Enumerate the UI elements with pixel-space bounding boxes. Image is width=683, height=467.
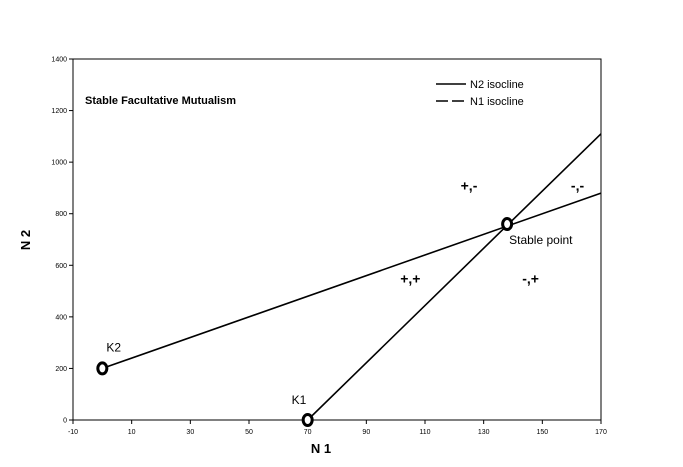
x-tick-label: 170 [595,429,607,436]
points-layer: K2 K1 Stable point [96,217,573,427]
series-layer [102,133,602,421]
chart-title: Stable Facultative Mutualism [85,95,236,107]
x-tick-label: -10 [68,429,78,436]
y-axis-ticks: 0 200 400 600 800 1000 1200 1400 [51,57,73,425]
x-tick-label: 90 [362,429,370,436]
legend-label-n1: N1 isocline [470,96,524,108]
plot-area [72,58,602,421]
x-tick-label: 130 [478,429,490,436]
marker-k2 [96,361,109,376]
x-tick-label: 70 [304,429,312,436]
region-label: +,- [461,178,478,194]
y-tick-label: 1400 [51,57,67,64]
marker-k1 [301,413,314,427]
series-line-n1-isocline [102,192,602,370]
y-tick-label: 1200 [51,108,67,115]
legend: N2 isocline N1 isocline [436,79,524,108]
marker-stable-point [501,217,514,232]
point-label-k1: K1 [292,393,307,407]
region-label: -,+ [522,270,539,286]
point-label-k2: K2 [106,340,121,354]
x-tick-label: 110 [419,429,430,436]
y-tick-label: 1000 [51,160,67,167]
x-tick-label: 10 [128,429,136,436]
region-label: -,- [571,178,585,194]
series-line-n2-isocline [307,133,602,421]
x-tick-label: 50 [245,429,253,436]
y-tick-label: 800 [55,211,67,218]
x-axis-ticks: -10 10 30 50 70 90 110 130 150 170 [68,420,607,436]
x-tick-label: 150 [536,429,548,436]
y-tick-label: 600 [55,263,67,270]
y-axis-title: N 2 [18,230,33,250]
region-label: +,+ [400,270,420,286]
point-label-stable-point: Stable point [509,233,573,247]
legend-label-n2: N2 isocline [470,79,524,91]
y-tick-label: 400 [55,314,67,321]
y-tick-label: 200 [55,366,67,373]
x-tick-label: 30 [186,429,194,436]
x-axis-title: N 1 [311,441,331,456]
region-labels: +,- -,- +,+ -,+ [400,178,584,287]
y-tick-label: 0 [63,418,67,425]
